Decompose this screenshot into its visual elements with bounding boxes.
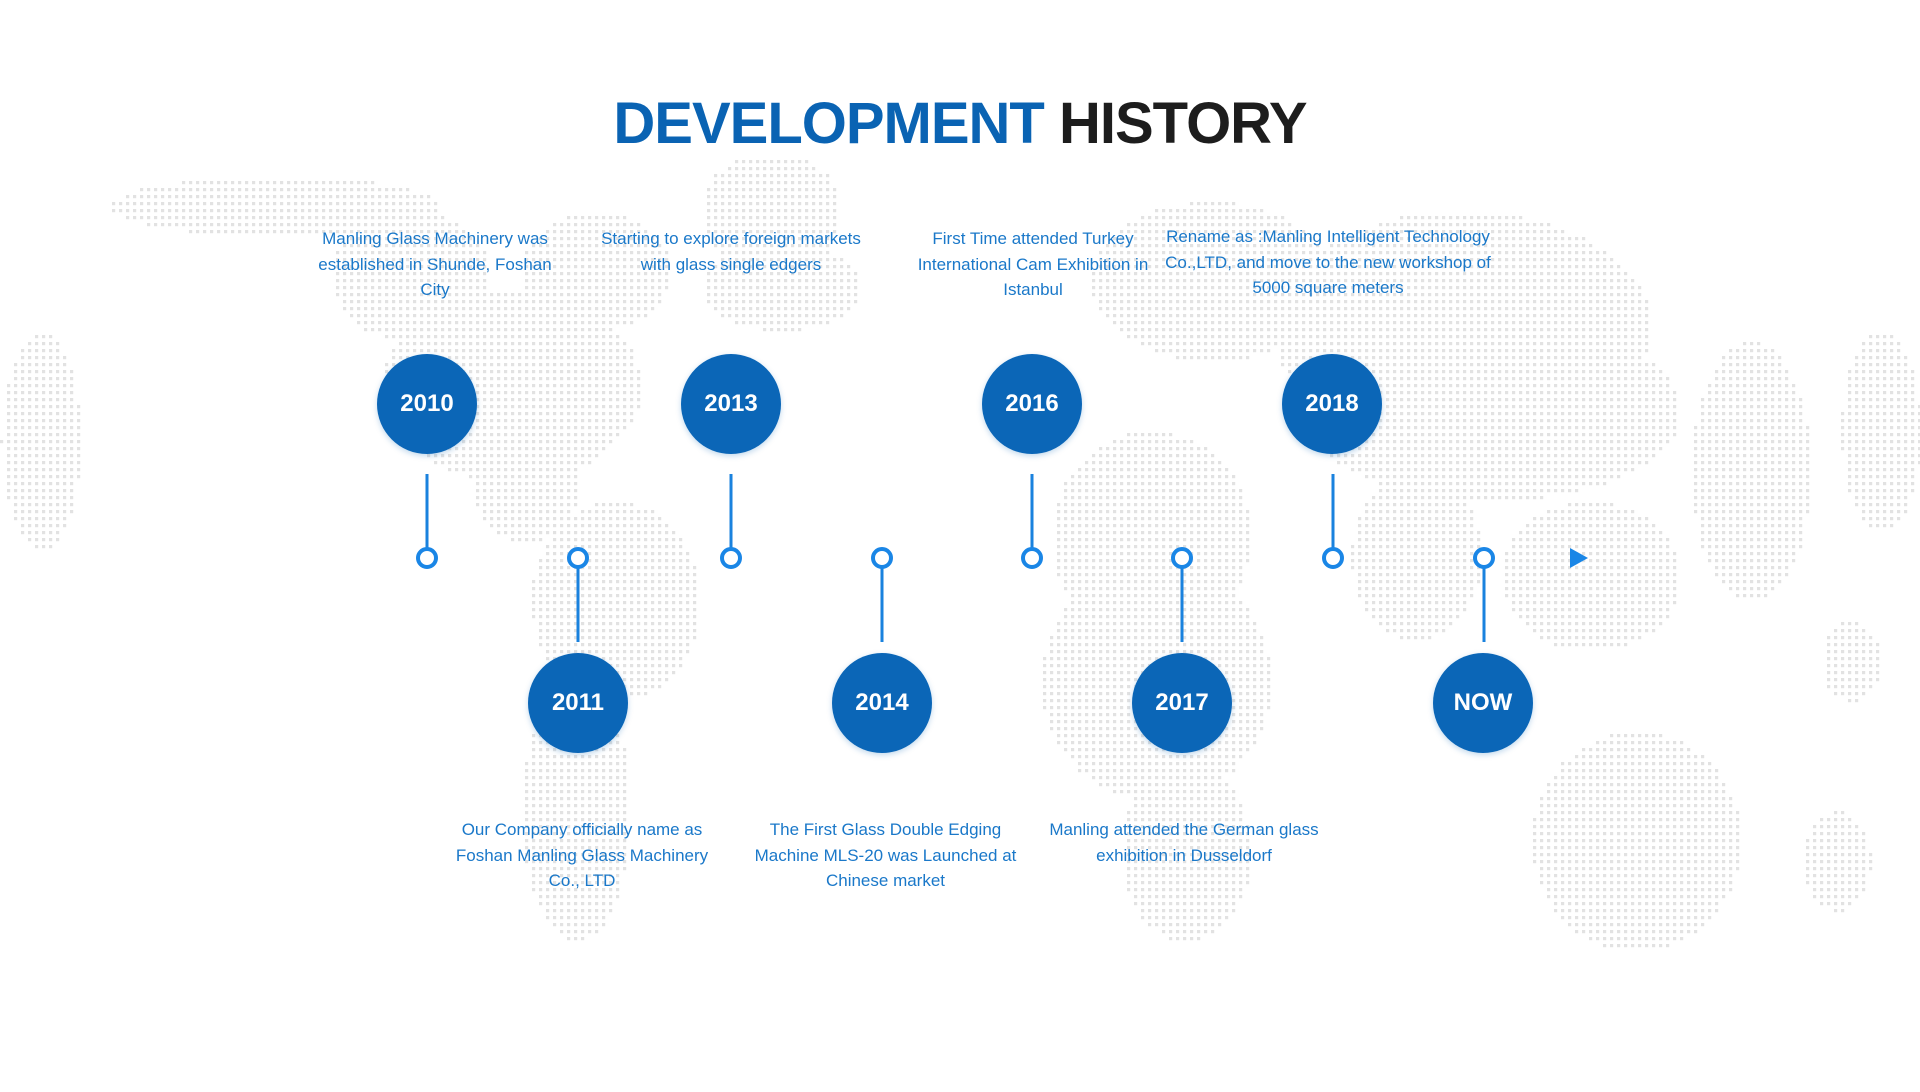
milestone-description-2016: First Time attended Turkey International… [917, 229, 1149, 299]
milestone-description-2017: Manling attended the German glass exhibi… [1049, 820, 1319, 865]
timeline-axis [354, 474, 1574, 642]
milestone-year-2018: 2018 [1282, 354, 1382, 454]
milestone-year-now: NOW [1433, 653, 1533, 753]
milestone-year-2013: 2013 [681, 354, 781, 454]
timeline-node-2010 [416, 547, 438, 569]
timeline-node-2014 [871, 547, 893, 569]
milestone-description-2018: Rename as :Manling Intelligent Technolog… [1165, 227, 1491, 297]
timeline-node-2013 [720, 547, 742, 569]
milestone-year-2016: 2016 [982, 354, 1082, 454]
milestone-description-2014: The First Glass Double Edging Machine ML… [754, 820, 1017, 890]
milestone-year-2011: 2011 [528, 653, 628, 753]
timeline-node-2016 [1021, 547, 1043, 569]
timeline-node-2018 [1322, 547, 1344, 569]
milestone-year-2017: 2017 [1132, 653, 1232, 753]
milestone-description-2011: Our Company officially name as Foshan Ma… [455, 820, 709, 890]
timeline-node-2017 [1171, 547, 1193, 569]
timeline-arrow-head [1570, 548, 1588, 568]
milestone-description-2010: Manling Glass Machinery was established … [318, 229, 552, 299]
milestone-description-2013: Starting to explore foreign markets with… [601, 229, 861, 274]
milestone-year-2010: 2010 [377, 354, 477, 454]
milestone-year-2014: 2014 [832, 653, 932, 753]
timeline-node-now [1473, 547, 1495, 569]
timeline-node-2011 [567, 547, 589, 569]
